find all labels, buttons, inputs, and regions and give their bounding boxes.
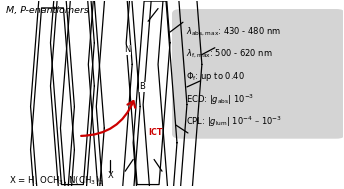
- Text: $\mathit{\Phi}_{\mathrm{f}}$: up to 0.40: $\mathit{\Phi}_{\mathrm{f}}$: up to 0.40: [186, 70, 245, 83]
- Text: ECD: |$g_{\mathrm{abs}}$| 10$^{-3}$: ECD: |$g_{\mathrm{abs}}$| 10$^{-3}$: [186, 92, 254, 107]
- Text: ICT: ICT: [148, 129, 163, 137]
- Text: $\lambda_{\mathrm{f,max}}$: 500 - 620 nm: $\lambda_{\mathrm{f,max}}$: 500 - 620 nm: [186, 48, 272, 60]
- FancyBboxPatch shape: [172, 9, 344, 139]
- Text: M, P-enantiomers: M, P-enantiomers: [6, 6, 88, 15]
- FancyArrowPatch shape: [81, 101, 135, 136]
- Text: $\lambda_{\mathrm{abs,max}}$: 430 - 480 nm: $\lambda_{\mathrm{abs,max}}$: 430 - 480 …: [186, 26, 281, 38]
- Text: X: X: [107, 171, 113, 180]
- Text: X = H, OCH$_3$, N(CH$_3$)$_2$: X = H, OCH$_3$, N(CH$_3$)$_2$: [9, 175, 104, 187]
- Text: CPL: |$g_{\mathrm{lum}}$| 10$^{-4}$ – 10$^{-3}$: CPL: |$g_{\mathrm{lum}}$| 10$^{-4}$ – 10…: [186, 115, 282, 129]
- Text: N: N: [124, 45, 130, 54]
- Text: B: B: [139, 82, 145, 91]
